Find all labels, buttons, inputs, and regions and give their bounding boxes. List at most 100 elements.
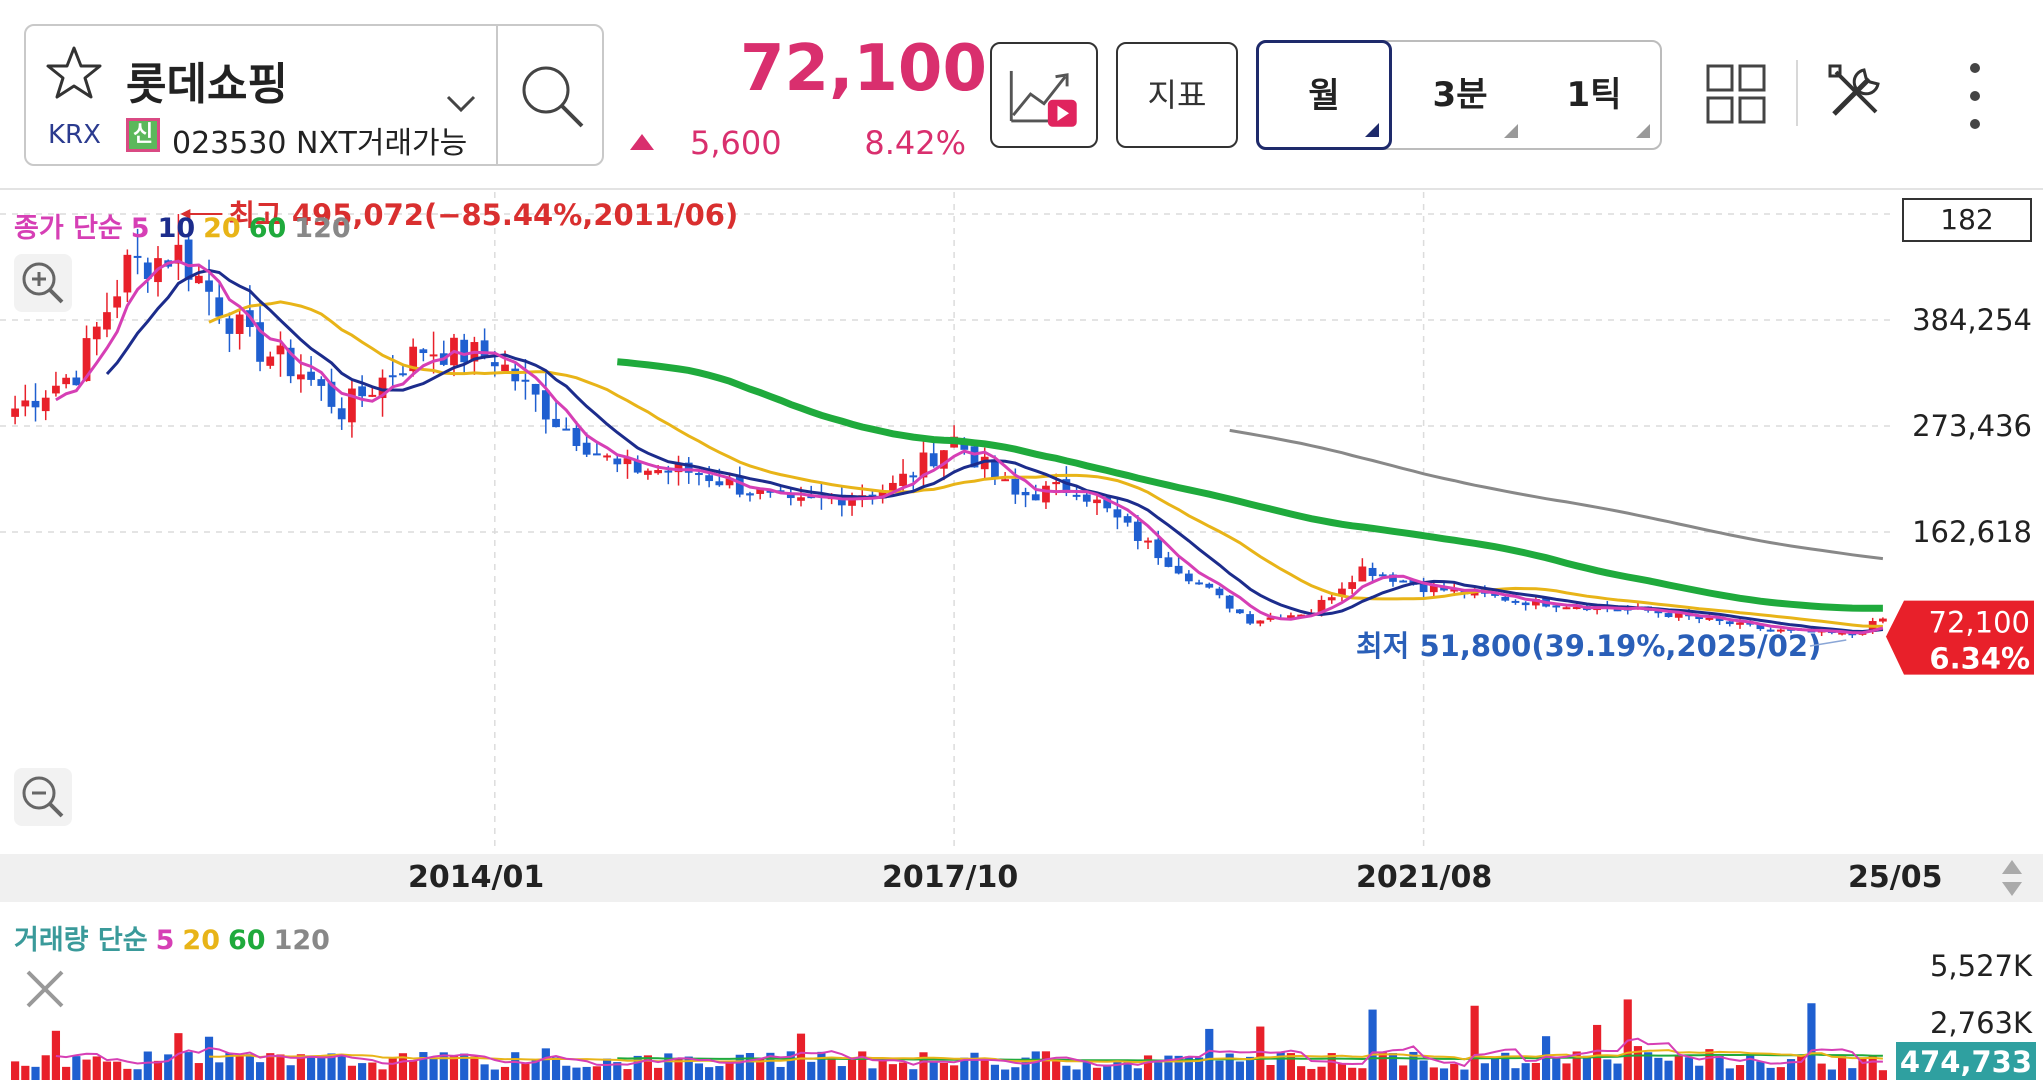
indicator-button[interactable]: 지표 [1116,42,1238,148]
settings-tools-icon[interactable] [1824,60,1888,124]
candle-body [848,497,856,506]
grid [0,192,1900,852]
zoom-out-icon [22,776,64,818]
volume-chart[interactable]: 5,527K 2,763K 474,733 [0,902,2043,1080]
candle-body [899,473,907,486]
volume-bar [1735,1065,1745,1080]
candle-body [1521,602,1530,606]
volume-bar [215,1062,224,1080]
volume-bar [1470,1005,1479,1080]
candle-body [419,349,428,354]
volume-bar [847,1057,857,1080]
volume-bar [1154,1059,1163,1080]
candle-body [1072,494,1081,497]
candle-body [1154,539,1163,559]
volume-bar [143,1051,152,1080]
candle-body [297,374,305,380]
volume-bar [480,1064,489,1080]
candle-body [1838,632,1846,635]
volume-bar [1868,1056,1877,1080]
candle-body [1654,610,1663,614]
candle-body [266,356,275,366]
period-label: 1틱 [1566,75,1622,115]
candle-body [225,318,234,334]
volume-bar [1613,1063,1622,1080]
volume-bar [654,1067,663,1080]
candle-body [92,326,101,340]
ma120-path [1229,428,1884,561]
volume-bar [21,1065,30,1080]
volume-bar [950,1065,959,1080]
candle-body [358,386,367,397]
price-legend: 종가 단순 5 10 20 60 120 [14,206,359,245]
candle-body [511,368,520,382]
candle-body [1419,583,1428,593]
chart-type-button[interactable] [990,42,1098,148]
candle-body [460,339,469,363]
volume-bar [1644,1052,1653,1080]
volume-bar [807,1061,816,1080]
candle-body [429,354,438,357]
volume-bar [123,1068,132,1080]
volume-bar [613,1062,622,1080]
volume-bar [858,1051,867,1080]
volume-bar [51,1030,61,1080]
volume-bar [664,1053,673,1080]
period-month-button[interactable]: 월 [1256,40,1392,150]
candle-body [878,490,887,499]
chart-play-icon [1009,70,1077,127]
y-tick-label: 384,254 [1912,303,2032,337]
candle-body [31,400,40,408]
legend-prefix: 종가 단순 [14,213,123,244]
volume-bar [1501,1052,1510,1080]
volume-bar [327,1053,336,1080]
chevron-down-icon[interactable] [444,86,478,120]
candle-body [133,255,142,258]
close-icon[interactable] [22,966,68,1012]
layout-grid-icon[interactable] [1706,64,1766,124]
candle-body [501,364,509,372]
volume-bar [1531,1062,1540,1080]
candle-body [1082,494,1091,502]
credit-badge: 신 [126,118,160,152]
axis-scroll-icon[interactable] [1992,856,2032,900]
candle-body [103,312,111,330]
volume-bar [1246,1056,1255,1080]
candle-body [399,373,407,376]
candle-count-box[interactable]: 182 [1902,198,2032,242]
zoom-out-button[interactable] [14,768,72,826]
zoom-in-button[interactable] [14,254,72,312]
favorite-star-icon[interactable] [44,44,104,104]
period-3min-button[interactable]: 3분 [1392,42,1528,148]
volume-bar [582,1066,591,1080]
legend-vma5: 5 [155,925,175,956]
period-label: 월 [1308,76,1340,116]
candle-body [327,381,336,407]
volume-bar [1082,1061,1091,1080]
candle-body [940,450,948,469]
volume-bar [551,1057,561,1080]
volume-bar [735,1054,744,1080]
volume-bar [1837,1056,1847,1080]
volume-bar [1807,1003,1816,1080]
more-vertical-icon[interactable] [1960,60,1990,132]
period-tick-button[interactable]: 1틱 [1528,42,1660,148]
volume-bar [827,1057,836,1080]
stock-selector[interactable]: 롯데쇼핑 KRX 신 023530 NXT거래가능 [24,24,604,166]
volume-bar [72,1056,81,1080]
candle-body [1358,566,1367,582]
volume-bar [1664,1060,1673,1080]
price-chart[interactable]: 최고 495,072(−85.44%,2011/06) 최저 51,800(39.… [0,192,2043,854]
candle-body [531,383,540,395]
volume-bar [449,1056,459,1080]
volume-bar [194,1063,203,1080]
volume-bar [1552,1057,1561,1080]
candle-body [174,244,183,264]
stock-name: 롯데쇼핑 [126,59,288,110]
candle-body [490,362,499,367]
volume-bar [1378,1052,1387,1080]
candle-body [123,254,132,293]
legend-ma120: 120 [294,213,351,244]
search-icon[interactable] [512,56,592,136]
vma5-path [55,1037,1883,1068]
